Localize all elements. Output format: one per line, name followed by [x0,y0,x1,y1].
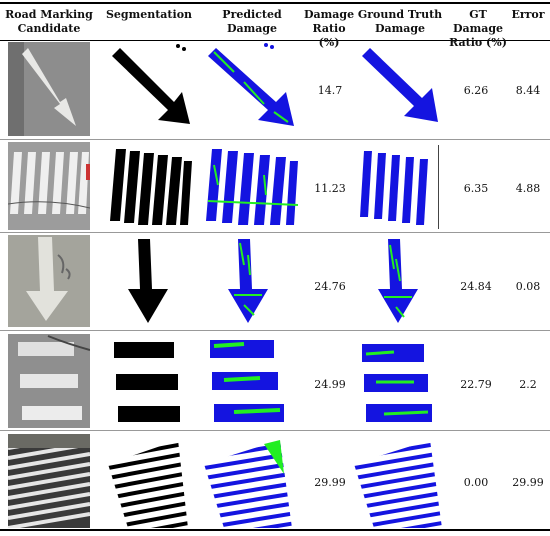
row2-damage-ratio: 11.23 [314,182,346,195]
row-rule-4 [0,430,550,431]
header-damage-ratio: Damage Ratio (%) [304,8,355,49]
row4-error: 2.2 [519,378,537,391]
row5-ground-truth [354,440,442,528]
header-ground-truth: Ground Truth Damage [357,8,443,35]
row1-candidate-photo [8,42,90,136]
row3-damage-ratio: 24.76 [314,280,346,293]
row5-error: 29.99 [512,476,544,489]
row5-gt-damage-ratio: 0.00 [463,476,489,489]
row3-gt-damage-ratio: 24.84 [460,280,492,293]
row2-error: 4.88 [515,182,541,195]
row3-candidate-photo [8,235,90,327]
row5-segmentation [108,440,188,528]
row3-error: 0.08 [515,280,541,293]
row5-candidate-photo [8,434,90,528]
header-predicted: Predicted Damage [222,8,282,35]
header-segmentation: Segmentation [105,8,193,21]
row3-segmentation [128,239,168,323]
row4-candidate-photo [8,334,90,428]
row1-segmentation [112,44,190,124]
row4-segmentation [114,342,180,422]
top-rule [0,2,550,4]
row1-damage-ratio: 14.7 [317,84,343,97]
row4-predicted-damage [210,340,284,422]
row2-gt-damage-ratio: 6.35 [463,182,489,195]
row-rule-1 [0,139,550,140]
header-error: Error [511,8,545,21]
header-rule [0,40,550,41]
row2-segmentation [110,149,192,225]
header-candidate: Road Marking Candidate [5,8,93,35]
row2-candidate-photo [8,142,90,230]
header-gt-damage-ratio: GT Damage Ratio (%) [449,8,507,49]
row2-ground-truth [360,145,439,229]
row3-ground-truth [378,239,418,323]
row1-gt-damage-ratio: 6.26 [463,84,489,97]
row2-predicted-damage [206,149,299,225]
row4-damage-ratio: 24.99 [314,378,346,391]
row-rule-2 [0,232,550,233]
row5-predicted-damage [204,440,292,528]
row4-ground-truth [362,344,432,422]
row1-ground-truth [362,48,438,122]
row5-damage-ratio: 29.99 [314,476,346,489]
row-rule-3 [0,330,550,331]
row3-predicted-damage [228,239,268,323]
row1-error: 8.44 [515,84,541,97]
row1-predicted-damage [208,43,294,126]
bottom-rule [0,529,550,531]
row4-gt-damage-ratio: 22.79 [460,378,492,391]
